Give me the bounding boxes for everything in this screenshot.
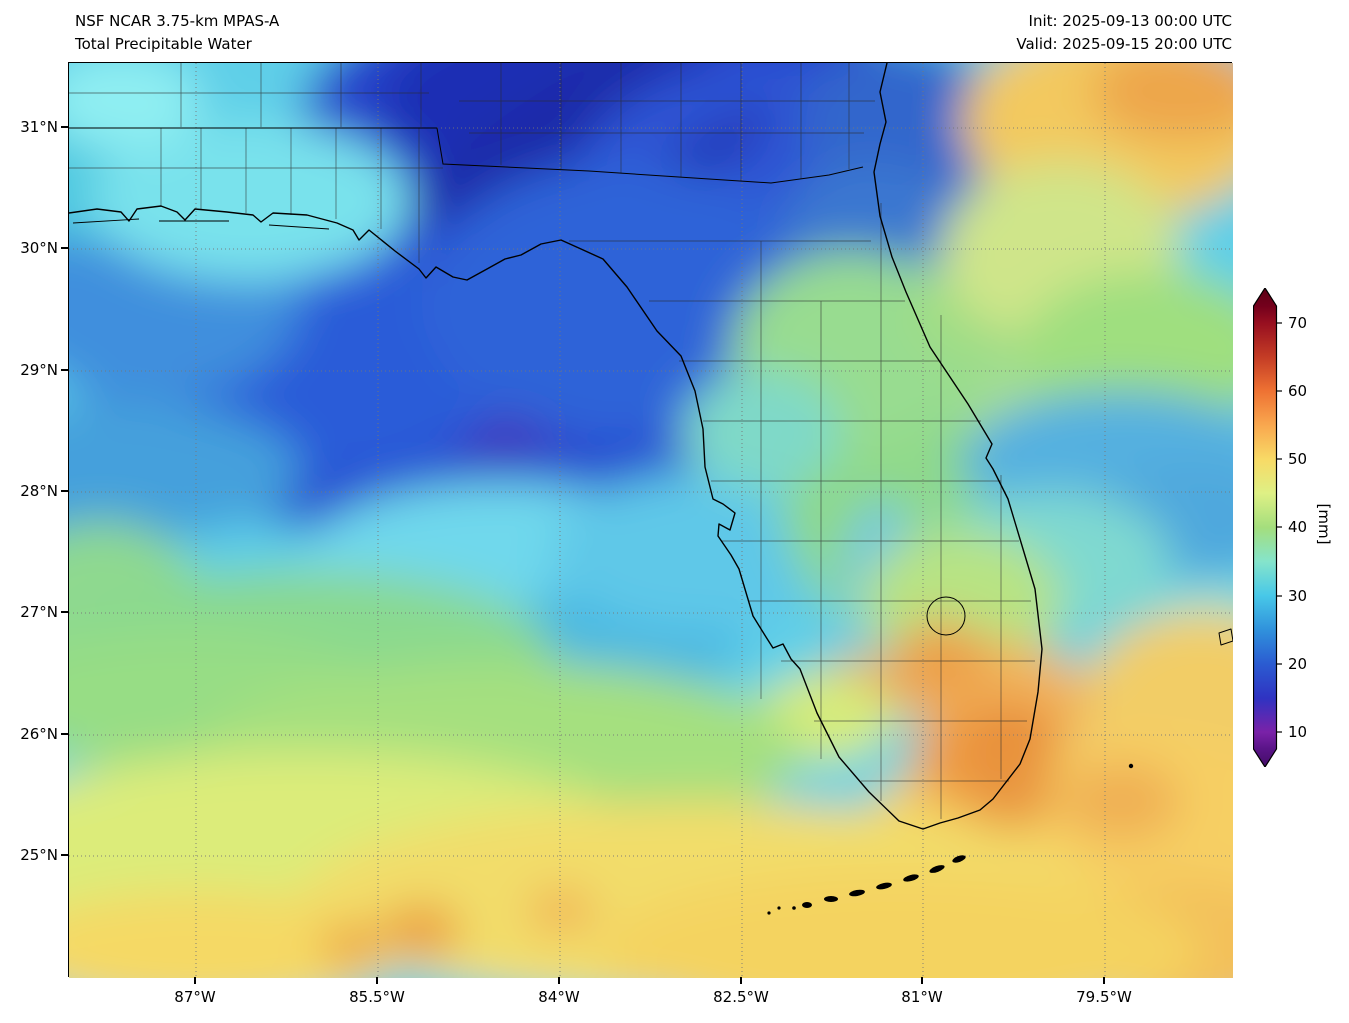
- colorbar-tick-label: 50: [1288, 450, 1308, 468]
- tpw-field: [69, 63, 1233, 978]
- xtick-mark: [740, 977, 742, 984]
- colorbar-tick-label: 70: [1288, 314, 1308, 332]
- valid-time: Valid: 2025-09-15 20:00 UTC: [1016, 35, 1232, 53]
- ytick-mark: [61, 126, 68, 128]
- lat-label: 29°N: [20, 361, 58, 379]
- colorbar-unit-label: [mm]: [1315, 503, 1333, 545]
- variable-title: Total Precipitable Water: [75, 35, 252, 53]
- lon-label: 79.5°W: [1076, 988, 1132, 1006]
- ytick-mark: [61, 247, 68, 249]
- lat-label: 28°N: [20, 482, 58, 500]
- xtick-mark: [558, 977, 560, 984]
- lon-label: 84°W: [538, 988, 580, 1006]
- colorbar-svg: [1252, 286, 1282, 769]
- ytick-mark: [61, 490, 68, 492]
- state-borders: [69, 127, 864, 184]
- colorbar-tick-label: 10: [1288, 723, 1308, 741]
- xtick-mark: [1103, 977, 1105, 984]
- xtick-mark: [376, 977, 378, 984]
- lat-label: 26°N: [20, 725, 58, 743]
- colorbar: [1252, 286, 1285, 771]
- map-panel: [68, 62, 1233, 978]
- lake-okeechobee: [926, 596, 966, 636]
- tpw-map-svg: [69, 63, 1233, 978]
- ytick-mark: [61, 611, 68, 613]
- ytick-mark: [61, 369, 68, 371]
- small-island: [1218, 628, 1233, 646]
- ytick-mark: [61, 733, 68, 735]
- lat-label: 31°N: [20, 118, 58, 136]
- lon-label: 82.5°W: [713, 988, 769, 1006]
- ytick-mark: [61, 854, 68, 856]
- lon-label: 87°W: [174, 988, 216, 1006]
- barrier-islands: [72, 218, 330, 230]
- lat-label: 27°N: [20, 603, 58, 621]
- colorbar-ticks: [1276, 322, 1282, 733]
- init-time: Init: 2025-09-13 00:00 UTC: [1028, 12, 1232, 30]
- county-lines: [69, 63, 1035, 819]
- coastline: [69, 63, 1233, 830]
- lat-label: 30°N: [20, 239, 58, 257]
- colorbar-tick-label: 40: [1288, 518, 1308, 536]
- lon-label: 85.5°W: [349, 988, 405, 1006]
- florida-keys: [767, 763, 1134, 915]
- colorbar-tick-label: 30: [1288, 587, 1308, 605]
- xtick-mark: [194, 977, 196, 984]
- lon-label: 81°W: [901, 988, 943, 1006]
- lat-label: 25°N: [20, 846, 58, 864]
- model-title: NSF NCAR 3.75-km MPAS-A: [75, 12, 280, 30]
- graticule: [69, 63, 1233, 978]
- colorbar-tick-label: 60: [1288, 382, 1308, 400]
- xtick-mark: [921, 977, 923, 984]
- colorbar-tick-label: 20: [1288, 655, 1308, 673]
- colorbar-bar: [1252, 286, 1278, 769]
